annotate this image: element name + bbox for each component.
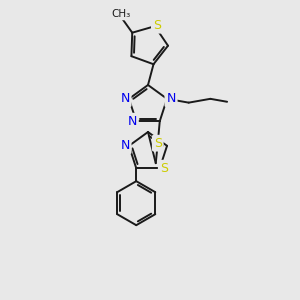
Text: S: S <box>153 19 161 32</box>
Text: CH₃: CH₃ <box>112 9 131 19</box>
Text: N: N <box>120 92 130 105</box>
Text: S: S <box>160 162 168 175</box>
Text: S: S <box>154 137 162 150</box>
Text: N: N <box>120 139 130 152</box>
Text: N: N <box>166 92 176 105</box>
Text: N: N <box>128 115 137 128</box>
